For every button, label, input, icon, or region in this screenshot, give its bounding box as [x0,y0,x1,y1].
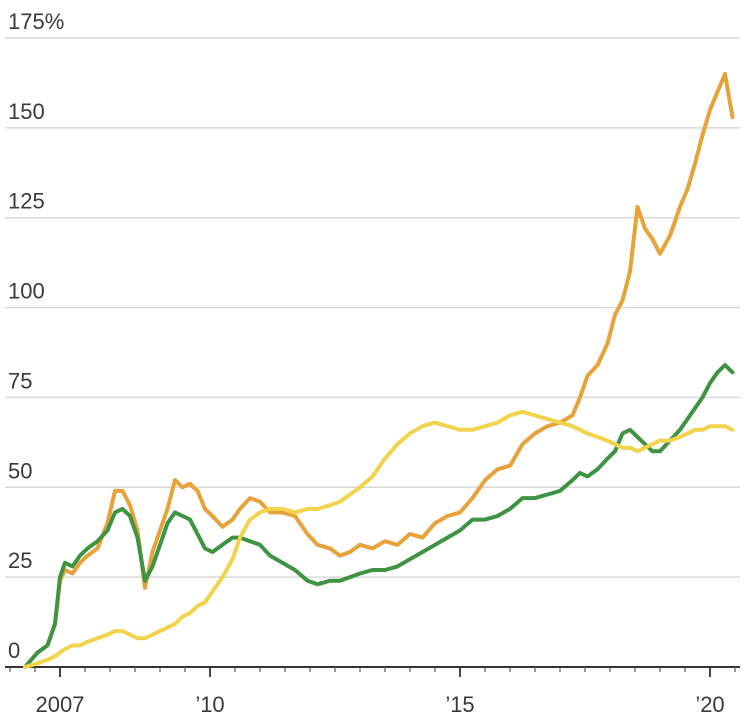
y-tick-label-50: 50 [8,458,32,483]
x-tick-label-2015: ’15 [445,692,474,717]
series-line-1 [23,363,735,669]
series-lines [23,71,735,669]
y-tick-label-175: 175% [8,9,64,34]
x-axis: 2007 ’10 ’15 ’20 [5,666,740,717]
series-line-2 [23,409,735,669]
y-axis-labels: 0 25 50 75 100 125 150 175% [8,9,64,663]
x-tick-label-2007: 2007 [36,692,85,717]
y-tick-label-0: 0 [8,638,20,663]
y-tick-label-75: 75 [8,368,32,393]
x-tick-label-2020: ’20 [695,692,724,717]
y-tick-label-100: 100 [8,279,45,304]
y-tick-label-25: 25 [8,548,32,573]
series-line-0 [23,71,735,669]
y-tick-label-125: 125 [8,189,45,214]
gridlines [5,37,740,578]
x-tick-label-2010: ’10 [195,692,224,717]
y-tick-label-150: 150 [8,99,45,124]
